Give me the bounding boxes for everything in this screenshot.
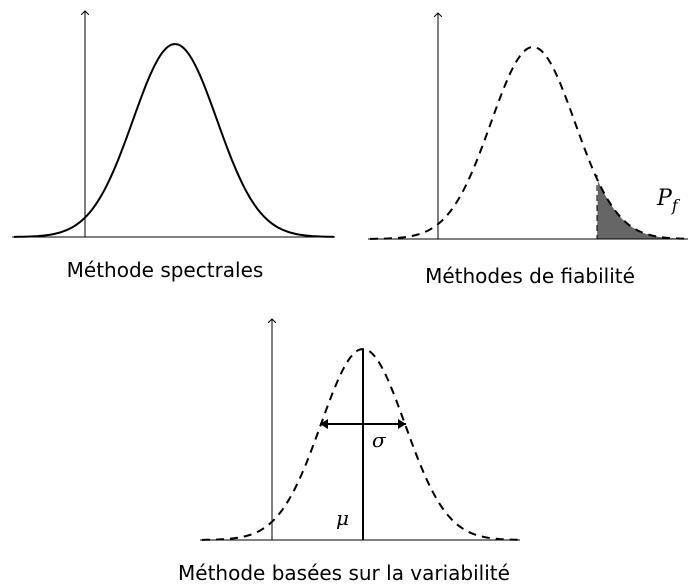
caption: Méthode spectrales: [67, 258, 264, 282]
bell-curve: [14, 43, 335, 238]
sigma-label: σ: [372, 428, 387, 452]
failure-area: [597, 181, 688, 239]
caption: Méthode basées sur la variabilité: [178, 561, 510, 585]
mu-label: μ: [336, 506, 349, 530]
pf-label: Pf: [656, 186, 681, 215]
caption: Méthodes de fiabilité: [425, 264, 635, 288]
bell-curve: [370, 46, 688, 240]
bell-curve: [202, 348, 520, 541]
